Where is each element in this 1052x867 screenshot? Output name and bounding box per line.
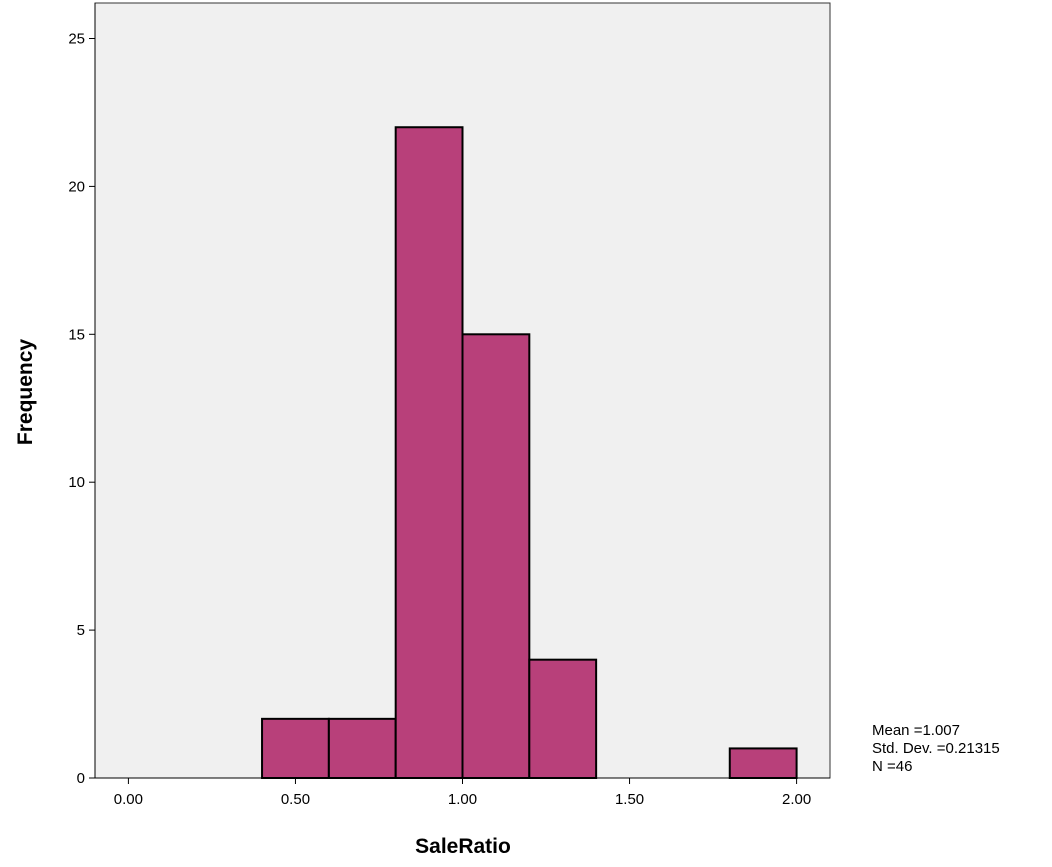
stats-line: Mean =1.007 [872, 722, 960, 739]
y-tick-label: 20 [68, 178, 85, 195]
y-ticks-group: 0 5 10 15 20 25 [68, 30, 95, 787]
histogram-bar [461, 333, 531, 779]
y-tick-label: 0 [77, 770, 85, 787]
histogram-bar [728, 747, 798, 780]
histogram-bar [394, 126, 464, 780]
y-tick-label: 15 [68, 326, 85, 343]
x-tick-label: 1.50 [615, 791, 644, 808]
x-tick-label: 0.00 [114, 791, 143, 808]
y-tick-label: 10 [68, 474, 85, 491]
stats-line: Std. Dev. =0.21315 [872, 740, 1000, 757]
stats-line: N =46 [872, 758, 912, 775]
histogram-bar [528, 658, 598, 779]
histogram-bar [261, 717, 330, 780]
histogram-bar [327, 717, 397, 780]
x-tick-label: 2.00 [782, 791, 811, 808]
bars-group [261, 126, 798, 780]
x-axis-title: SaleRatio [415, 835, 511, 858]
y-axis-title: Frequency [14, 339, 37, 446]
x-tick-label: 0.50 [281, 791, 310, 808]
x-ticks-group: 0.00 0.50 1.00 1.50 2.00 [114, 778, 811, 808]
y-tick-label: 5 [77, 622, 85, 639]
x-tick-label: 1.00 [448, 791, 477, 808]
y-tick-label: 25 [68, 30, 85, 47]
